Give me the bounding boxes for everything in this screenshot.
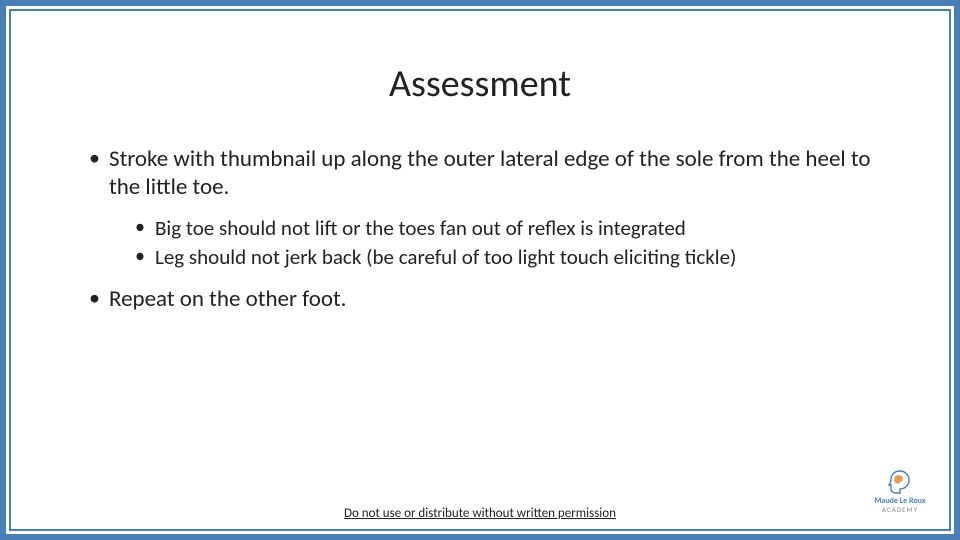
sub-bullet-list: Big toe should not lift or the toes fan …	[109, 215, 889, 271]
bullet-item: Stroke with thumbnail up along the outer…	[89, 145, 889, 271]
bullet-text: Stroke with thumbnail up along the outer…	[109, 145, 870, 201]
bullet-list: Stroke with thumbnail up along the outer…	[71, 145, 889, 313]
slide-inner-border: Assessment Stroke with thumbnail up alon…	[9, 9, 951, 531]
sub-bullet-item: Leg should not jerk back (be careful of …	[135, 244, 889, 271]
slide-outer-border: Assessment Stroke with thumbnail up alon…	[0, 0, 960, 540]
bullet-item: Repeat on the other foot.	[89, 285, 889, 313]
footer-note: Do not use or distribute without written…	[11, 506, 949, 521]
sub-bullet-text: Big toe should not lift or the toes fan …	[155, 215, 686, 241]
academy-logo: Maude Le Roux ACADEMY	[865, 467, 935, 515]
sub-bullet-item: Big toe should not lift or the toes fan …	[135, 215, 889, 242]
bullet-text: Repeat on the other foot.	[109, 285, 347, 313]
logo-sub: ACADEMY	[882, 505, 918, 514]
brain-head-icon	[885, 469, 915, 495]
slide-title: Assessment	[71, 61, 889, 107]
sub-bullet-text: Leg should not jerk back (be careful of …	[155, 244, 736, 270]
logo-name: Maude Le Roux	[874, 497, 925, 505]
